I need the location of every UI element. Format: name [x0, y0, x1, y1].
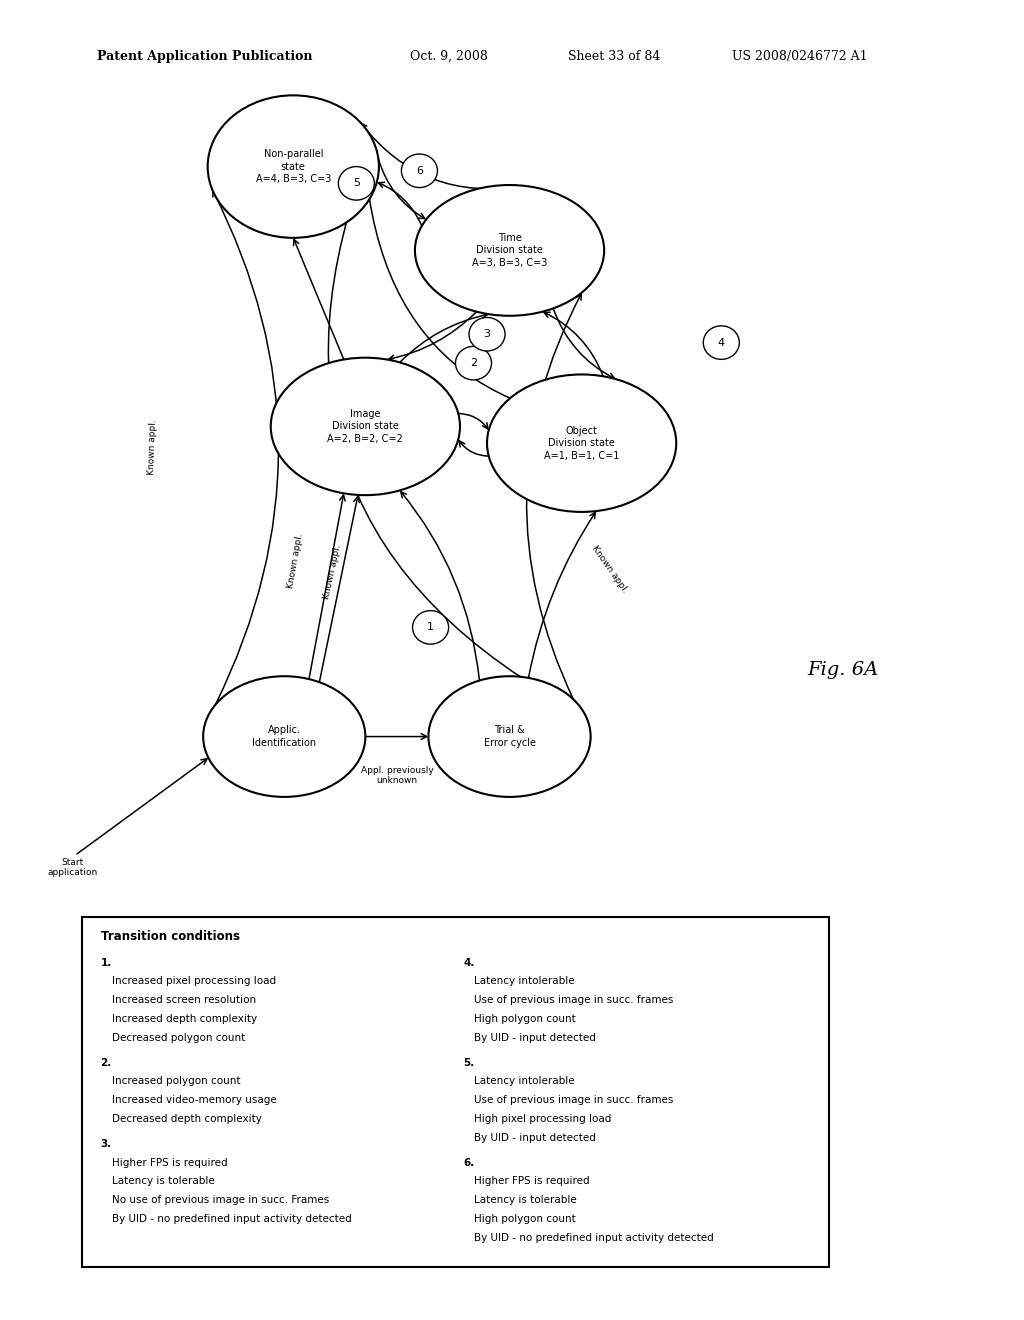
Text: Start
application: Start application	[47, 858, 97, 878]
Text: Decreased depth complexity: Decreased depth complexity	[112, 1114, 262, 1125]
Text: High polygon count: High polygon count	[474, 1014, 577, 1024]
Ellipse shape	[428, 676, 591, 797]
Circle shape	[469, 317, 505, 351]
Text: Sheet 33 of 84: Sheet 33 of 84	[568, 50, 660, 63]
Text: 2.: 2.	[100, 1057, 112, 1068]
Text: Increased pixel processing load: Increased pixel processing load	[112, 975, 275, 986]
Text: Trial &
Error cycle: Trial & Error cycle	[483, 726, 536, 747]
Text: 5.: 5.	[463, 1057, 474, 1068]
Text: Known appl.: Known appl.	[286, 533, 305, 589]
Text: Image
Division state
A=2, B=2, C=2: Image Division state A=2, B=2, C=2	[328, 409, 403, 444]
Text: 2: 2	[470, 358, 477, 368]
FancyBboxPatch shape	[82, 917, 829, 1267]
Text: 4: 4	[718, 338, 725, 347]
Circle shape	[703, 326, 739, 359]
Text: High polygon count: High polygon count	[474, 1214, 577, 1224]
Text: 6.: 6.	[463, 1158, 474, 1168]
Text: Appl. previously
unknown: Appl. previously unknown	[360, 766, 433, 785]
Circle shape	[456, 346, 492, 380]
Text: Known appl.: Known appl.	[146, 418, 158, 475]
Text: By UID - no predefined input activity detected: By UID - no predefined input activity de…	[112, 1214, 351, 1224]
Text: Known appl.: Known appl.	[590, 544, 629, 595]
Text: Latency is tolerable: Latency is tolerable	[112, 1176, 215, 1187]
Ellipse shape	[415, 185, 604, 315]
Text: Latency intolerable: Latency intolerable	[474, 975, 575, 986]
Text: Use of previous image in succ. frames: Use of previous image in succ. frames	[474, 1096, 674, 1105]
Text: Oct. 9, 2008: Oct. 9, 2008	[410, 50, 487, 63]
Circle shape	[413, 611, 449, 644]
Text: Time
Division state
A=3, B=3, C=3: Time Division state A=3, B=3, C=3	[472, 234, 547, 268]
Text: 4.: 4.	[463, 957, 474, 968]
Text: 1: 1	[427, 623, 434, 632]
Text: High pixel processing load: High pixel processing load	[474, 1114, 611, 1125]
Text: Higher FPS is required: Higher FPS is required	[112, 1158, 227, 1167]
Ellipse shape	[270, 358, 460, 495]
Circle shape	[338, 166, 375, 201]
Text: 1.: 1.	[100, 957, 112, 968]
Text: 5: 5	[353, 178, 359, 189]
Text: Patent Application Publication: Patent Application Publication	[97, 50, 312, 63]
Text: Increased screen resolution: Increased screen resolution	[112, 995, 256, 1005]
Text: By UID - no predefined input activity detected: By UID - no predefined input activity de…	[474, 1233, 714, 1243]
Text: 6: 6	[416, 166, 423, 176]
Text: No use of previous image in succ. Frames: No use of previous image in succ. Frames	[112, 1196, 329, 1205]
Text: Increased depth complexity: Increased depth complexity	[112, 1014, 257, 1024]
Text: By UID - input detected: By UID - input detected	[474, 1032, 596, 1043]
Text: Higher FPS is required: Higher FPS is required	[474, 1176, 590, 1187]
Ellipse shape	[203, 676, 366, 797]
Text: Latency is tolerable: Latency is tolerable	[474, 1196, 578, 1205]
Ellipse shape	[487, 375, 676, 512]
Text: Non-parallel
state
A=4, B=3, C=3: Non-parallel state A=4, B=3, C=3	[256, 149, 331, 183]
Text: Increased video-memory usage: Increased video-memory usage	[112, 1096, 276, 1105]
Text: Decreased polygon count: Decreased polygon count	[112, 1032, 245, 1043]
Text: 3.: 3.	[100, 1139, 112, 1150]
Text: US 2008/0246772 A1: US 2008/0246772 A1	[732, 50, 867, 63]
Text: Known appl.: Known appl.	[323, 544, 343, 599]
Circle shape	[401, 154, 437, 187]
Text: Object
Division state
A=1, B=1, C=1: Object Division state A=1, B=1, C=1	[544, 426, 620, 461]
Text: By UID - input detected: By UID - input detected	[474, 1133, 596, 1143]
Text: Use of previous image in succ. frames: Use of previous image in succ. frames	[474, 995, 674, 1005]
Ellipse shape	[208, 95, 379, 238]
Text: Latency intolerable: Latency intolerable	[474, 1076, 575, 1086]
Text: Applic.
Identification: Applic. Identification	[252, 726, 316, 747]
Text: 3: 3	[483, 329, 490, 339]
Text: Fig. 6A: Fig. 6A	[807, 660, 879, 678]
Text: Transition conditions: Transition conditions	[100, 929, 240, 942]
Text: Increased polygon count: Increased polygon count	[112, 1076, 241, 1086]
